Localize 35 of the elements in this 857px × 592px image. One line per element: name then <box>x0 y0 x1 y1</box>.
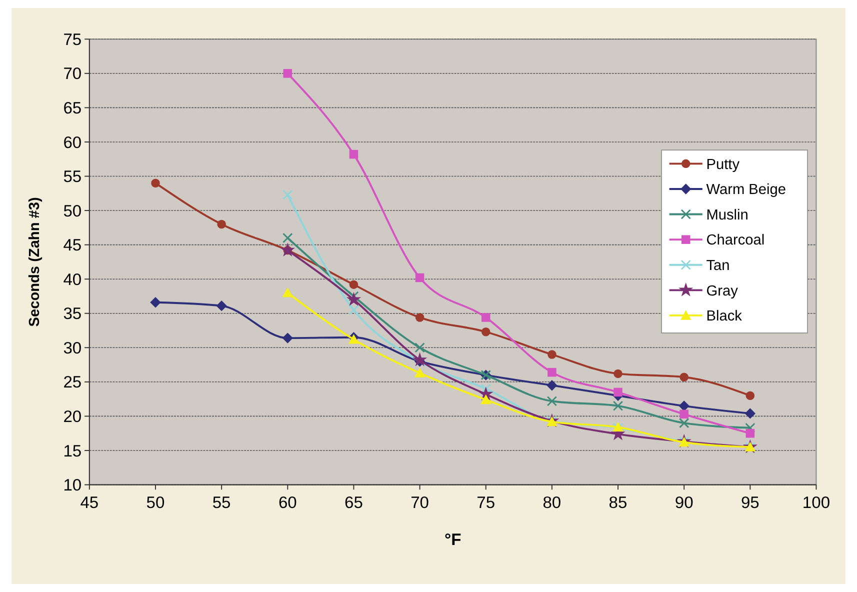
y-tick-label: 25 <box>63 372 82 392</box>
y-tick-label: 45 <box>63 236 82 255</box>
legend-label: Muslin <box>706 207 748 224</box>
y-tick-label: 50 <box>63 201 82 220</box>
x-tick-label: 85 <box>608 493 628 512</box>
y-tick-label: 30 <box>63 338 82 358</box>
legend-label: Putty <box>706 156 740 173</box>
x-tick-label: 70 <box>410 493 429 512</box>
legend-label: Tan <box>706 258 730 274</box>
x-tick-label: 55 <box>212 493 231 512</box>
y-tick-label: 55 <box>63 167 82 186</box>
legend-label: Black <box>706 308 743 325</box>
legend-label: Charcoal <box>706 232 765 249</box>
y-tick-label: 75 <box>63 30 82 49</box>
y-tick-label: 35 <box>63 304 82 324</box>
x-tick-label: 75 <box>476 493 496 512</box>
y-tick-label: 40 <box>63 270 82 289</box>
x-tick-label: 45 <box>80 493 99 512</box>
y-tick-label: 15 <box>63 441 82 460</box>
legend-label: Gray <box>706 283 739 300</box>
x-tick-label: 100 <box>802 493 830 512</box>
x-tick-label: 80 <box>542 493 562 512</box>
x-tick-label: 95 <box>740 493 760 512</box>
y-tick-label: 70 <box>63 64 82 84</box>
legend-label: Warm Beige <box>706 182 786 198</box>
y-tick-label: 10 <box>63 476 82 495</box>
x-tick-label: 65 <box>344 493 363 512</box>
y-tick-label: 60 <box>63 132 82 152</box>
x-tick-label: 50 <box>146 493 165 512</box>
x-tick-label: 90 <box>674 493 694 512</box>
y-axis-title: Seconds (Zahn #3) <box>26 196 43 327</box>
y-tick-label: 20 <box>63 406 82 426</box>
x-tick-label: 60 <box>278 493 297 512</box>
x-axis-title: °F <box>444 530 462 550</box>
y-tick-label: 65 <box>63 98 82 118</box>
